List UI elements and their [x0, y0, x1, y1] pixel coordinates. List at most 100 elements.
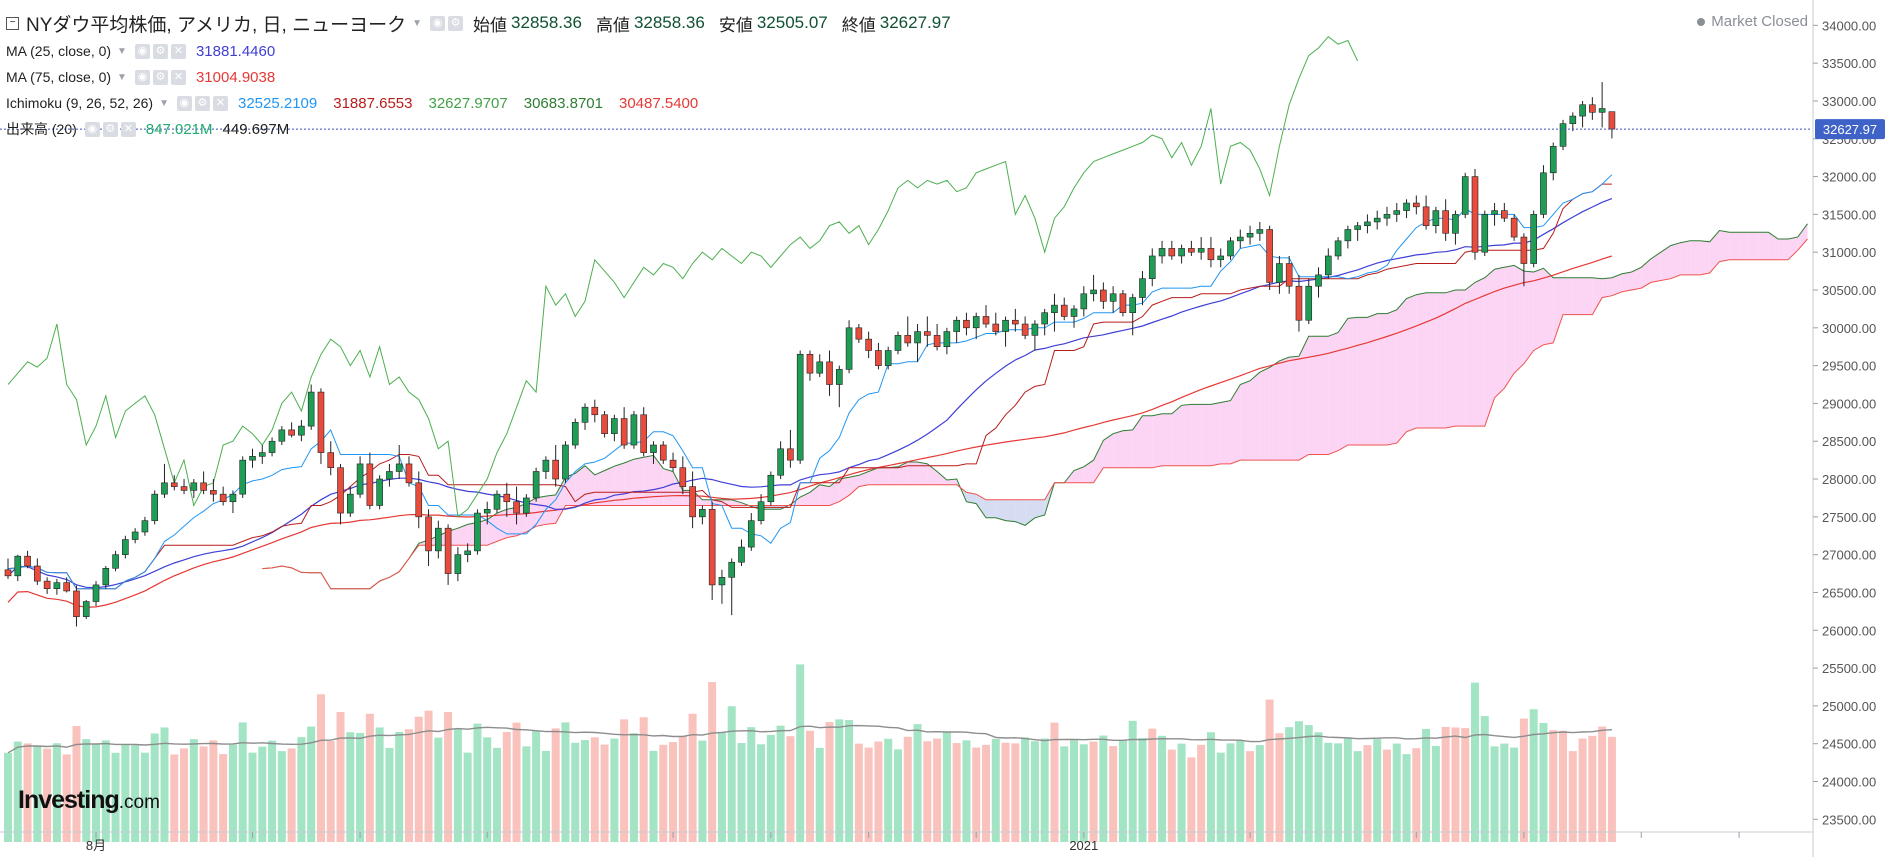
ichimoku-cloud-segment [946, 479, 957, 485]
eye-icon[interactable]: ◉ [134, 69, 150, 85]
ichimoku-cloud-segment [937, 471, 947, 485]
close-icon[interactable]: ✕ [212, 95, 228, 111]
logo-suffix: .com [118, 792, 160, 813]
volume-bar [228, 744, 237, 842]
ichimoku-cloud-segment [976, 494, 986, 518]
candle-up [1246, 232, 1254, 238]
volume-bar [1422, 728, 1431, 842]
volume-bar [541, 750, 550, 842]
volume-bar [1099, 735, 1108, 842]
eye-icon[interactable]: ◉ [84, 121, 100, 137]
ichimoku-cloud-segment [1797, 223, 1808, 251]
tenkan-value: 32525.2109 [237, 94, 318, 112]
candle-down [1422, 206, 1430, 227]
volume-bar [1363, 745, 1372, 842]
ma25-row: MA (25, close, 0) ▼ ◉ ⚙ ✕ 31881.4460 [6, 38, 965, 64]
volume-bar [1197, 744, 1206, 842]
candle-up [1236, 236, 1244, 242]
logo-name: Investing [18, 786, 120, 814]
candle-up [1129, 297, 1136, 313]
candle-up [356, 463, 364, 495]
chevron-down-icon[interactable]: ▼ [117, 45, 127, 57]
y-tick-label: 32000.00 [1822, 170, 1876, 185]
volume-bar [1578, 738, 1587, 842]
volume-bar [796, 664, 805, 842]
volume-bar [747, 727, 756, 842]
chevron-down-icon[interactable]: ▼ [159, 97, 169, 109]
y-tick-label: 33000.00 [1822, 94, 1876, 109]
ichimoku-cloud-segment [839, 477, 850, 502]
ichimoku-cloud-segment [1377, 313, 1387, 446]
volume-bar [1304, 725, 1313, 842]
ichimoku-cloud-segment [878, 467, 889, 485]
volume-bar [874, 741, 883, 842]
volume-bar [1373, 739, 1382, 842]
last-price-label: 32627.97 [1823, 122, 1877, 137]
gear-icon[interactable]: ⚙ [194, 95, 210, 111]
volume-bar [1294, 721, 1303, 842]
close-icon[interactable]: ✕ [170, 69, 186, 85]
close-icon[interactable]: ✕ [120, 121, 136, 137]
candle-up [1256, 229, 1264, 234]
ichimoku-cloud-segment [1670, 242, 1681, 279]
volume-bar [111, 752, 120, 842]
chevron-down-icon[interactable]: ▼ [117, 71, 127, 83]
eye-icon[interactable]: ◉ [134, 43, 150, 59]
candle-down [415, 482, 423, 518]
gear-icon[interactable]: ⚙ [102, 121, 118, 137]
candle-up [1178, 248, 1185, 257]
gear-icon[interactable]: ⚙ [152, 43, 168, 59]
last-price-tag [1815, 119, 1885, 140]
volume-bar [160, 727, 169, 842]
y-tick-label: 30000.00 [1822, 321, 1876, 336]
volume-bar [365, 713, 374, 842]
chevron-down-icon[interactable]: ▼ [412, 17, 423, 29]
candle-up [562, 444, 569, 480]
volume-bar [942, 732, 951, 842]
candle-down [1608, 111, 1616, 130]
candle-up [718, 577, 726, 586]
chikou-span-line [7, 36, 1359, 518]
volume-bar [1177, 743, 1186, 842]
ichimoku-cloud-segment [1475, 277, 1485, 427]
volume-bar [757, 744, 766, 842]
volume-bar [1324, 742, 1333, 842]
candle-up [1227, 240, 1234, 257]
tenkan-sen-line [7, 174, 1613, 590]
candle-up [1373, 217, 1381, 223]
ichimoku-cloud-segment [1621, 272, 1632, 292]
candle-up [1530, 214, 1537, 264]
volume-bar [1109, 746, 1118, 842]
volume-bar [336, 711, 345, 842]
close-icon[interactable]: ✕ [170, 43, 186, 59]
volume-bar [1490, 746, 1499, 842]
investing-logo: Investing.com [18, 786, 160, 815]
collapse-icon[interactable]: − [6, 16, 19, 30]
low-value: 32505.07 [756, 13, 828, 32]
eye-icon[interactable]: ◉ [176, 95, 192, 111]
candle-up [307, 391, 315, 427]
ichimoku-cloud-segment [995, 499, 1006, 521]
volume-bar [854, 743, 863, 842]
ichimoku-cloud-segment [1416, 292, 1427, 428]
volume-bar [1021, 737, 1030, 842]
y-tick-label: 29000.00 [1822, 396, 1876, 411]
ichimoku-cloud-segment [1289, 356, 1299, 461]
volume-bar [561, 722, 570, 842]
ichimoku-cloud-segment [1347, 317, 1358, 446]
volume-bar [316, 694, 325, 842]
volume-bar [717, 731, 726, 842]
eye-icon[interactable]: ◉ [430, 15, 446, 31]
y-tick-label: 27000.00 [1822, 548, 1876, 563]
gear-icon[interactable]: ⚙ [448, 15, 464, 31]
candle-up [464, 550, 471, 555]
candle-up [1070, 308, 1078, 317]
candle-up [611, 418, 618, 434]
candle-up [1393, 210, 1401, 215]
ichimoku-cloud-segment [1533, 268, 1544, 351]
gear-icon[interactable]: ⚙ [152, 69, 168, 85]
volume-bar [414, 716, 423, 842]
ma25-value: 31881.4460 [195, 42, 276, 60]
ichimoku-cloud-segment [1455, 290, 1466, 427]
